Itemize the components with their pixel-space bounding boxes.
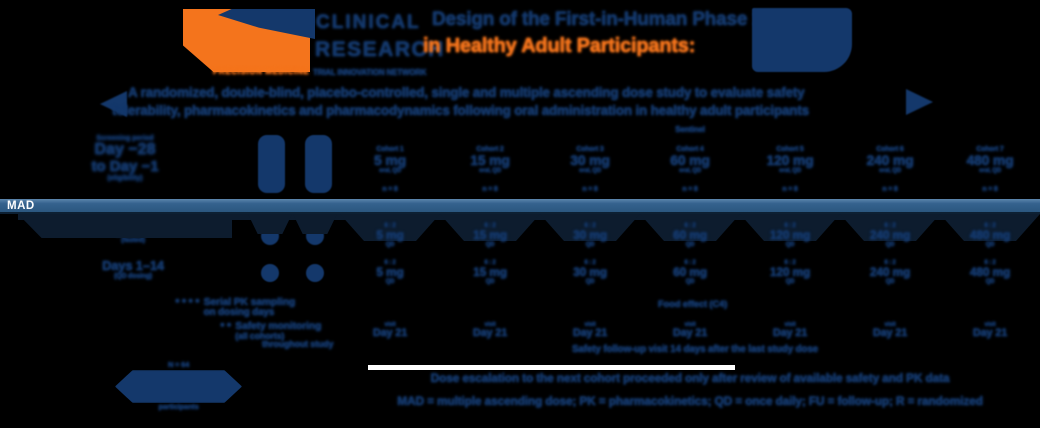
- sentinel-label: Sentinel: [675, 125, 705, 134]
- fu-cell: visit Day 21: [372, 322, 408, 340]
- row2-cell: 6 : 2 60 mg QD: [673, 260, 707, 285]
- caption-left-arrow-icon: [100, 91, 127, 117]
- screening-bottom: (eligibility): [107, 174, 143, 182]
- cohort-header: Cohort 2 15 mg oral, QD: [470, 146, 510, 175]
- row2-cell: 6 : 2 15 mg QD: [473, 260, 507, 285]
- cohort-header: Cohort 4 60 mg oral, QD: [670, 146, 710, 175]
- row2-label: Days 1–14 (QD dosing): [102, 258, 164, 280]
- footnote-line1: Dose escalation to the next cohort proce…: [430, 371, 950, 385]
- ribbon-shadow-notch: [293, 214, 337, 234]
- population-bottom: participants: [158, 402, 199, 411]
- row1-cell: 6 : 2 240 mg QD: [869, 223, 911, 248]
- screening-main1: Day −28: [94, 141, 156, 159]
- row2-randomization-dot: [261, 264, 279, 282]
- cohort-header: Cohort 6 240 mg oral, QD: [866, 146, 914, 175]
- banner-title-orange: in Healthy Adult Participants:: [423, 35, 696, 57]
- cohort-header: Cohort 5 120 mg oral, QD: [766, 146, 814, 175]
- caption-line2: tolerability, pharmacokinetics and pharm…: [112, 103, 809, 118]
- fu-cell: visit Day 21: [472, 322, 508, 340]
- wordmark-line1: CLINICAL: [316, 12, 421, 33]
- cohort-n: n = 8: [982, 186, 998, 193]
- legend-dots-icon: ● ●: [220, 320, 232, 329]
- fu-cell: visit Day 21: [672, 322, 708, 340]
- baseline-bar: [305, 135, 332, 193]
- divider-line: [368, 365, 735, 370]
- mad-divider-bar: [0, 199, 1040, 214]
- cohort-n: n = 8: [382, 186, 398, 193]
- legend-entry-throughout: throughout study: [262, 339, 334, 349]
- population-top: N = 64: [167, 360, 190, 369]
- footnote-line2: MAD = multiple ascending dose; PK = phar…: [397, 394, 983, 408]
- row1-cell: 6 : 2 5 mg QD: [376, 223, 404, 248]
- cohort-header: Cohort 7 480 mg oral, QD: [966, 146, 1014, 175]
- cohort-header: Cohort 1 5 mg oral, QD: [374, 146, 406, 175]
- cohort-n: n = 8: [582, 186, 598, 193]
- fu-cell: visit Day 21: [572, 322, 608, 340]
- followup-line: Safety follow-up visit 14 days after the…: [571, 344, 819, 355]
- screening-top: Screening period: [96, 135, 154, 142]
- screening-block: Screening period Day −28 to Day −1 (elig…: [60, 135, 190, 182]
- mad-label: MAD: [7, 200, 35, 212]
- cohort-header: Cohort 3 30 mg oral, QD: [570, 146, 610, 175]
- logo-tagline: PRECISION MEDICINE: [213, 67, 310, 76]
- row2-cell: 6 : 2 240 mg QD: [869, 260, 911, 285]
- wordmark-tagline: TRIAL INNOVATION NETWORK: [313, 68, 427, 77]
- caption-right-arrow-icon: [906, 89, 933, 115]
- food-effect-label: Food effect (C4): [657, 299, 728, 310]
- row2-cell: 6 : 2 30 mg QD: [573, 260, 607, 285]
- cohort-n: n = 8: [882, 186, 898, 193]
- row1-cell: 6 : 2 120 mg QD: [769, 223, 811, 248]
- legend-entry-safety: ● ● Safety monitoring (all cohorts): [220, 320, 322, 342]
- row1-cell: 6 : 2 15 mg QD: [473, 223, 507, 248]
- cohort-n: n = 8: [482, 186, 498, 193]
- ribbon-shadow-left: [18, 214, 232, 238]
- wordmark-line2: RESEARCH: [315, 38, 445, 61]
- row2-cell: 6 : 2 480 mg QD: [969, 260, 1011, 285]
- fu-cell: visit Day 21: [772, 322, 808, 340]
- row1-cell: 6 : 2 60 mg QD: [673, 223, 707, 248]
- screening-main2: to Day −1: [91, 158, 159, 176]
- banner-title-navy: Design of the First-in-Human Phase 1 Stu…: [432, 9, 820, 30]
- banner-corner-block: [752, 8, 852, 72]
- cohort-n: n = 8: [782, 186, 798, 193]
- row1-cell: 6 : 2 480 mg QD: [969, 223, 1011, 248]
- legend-dots-icon: ● ● ● ●: [175, 296, 200, 305]
- row2-cell: 6 : 2 120 mg QD: [769, 260, 811, 285]
- randomization-bar: [258, 135, 285, 193]
- cohort-n: n = 8: [682, 186, 698, 193]
- row2-baseline-dot: [306, 264, 324, 282]
- row1-cell: 6 : 2 30 mg QD: [573, 223, 607, 248]
- caption-line1: A randomized, double-blind, placebo-cont…: [128, 85, 805, 100]
- population-hexagon: [115, 370, 242, 403]
- fu-cell: visit Day 21: [972, 322, 1008, 340]
- ribbon-shadow-notch: [248, 214, 292, 234]
- fu-cell: visit Day 21: [872, 322, 908, 340]
- legend-entry-pk: ● ● ● ● Serial PK sampling on dosing day…: [175, 296, 296, 319]
- row2-cell: 6 : 2 5 mg QD: [376, 260, 404, 285]
